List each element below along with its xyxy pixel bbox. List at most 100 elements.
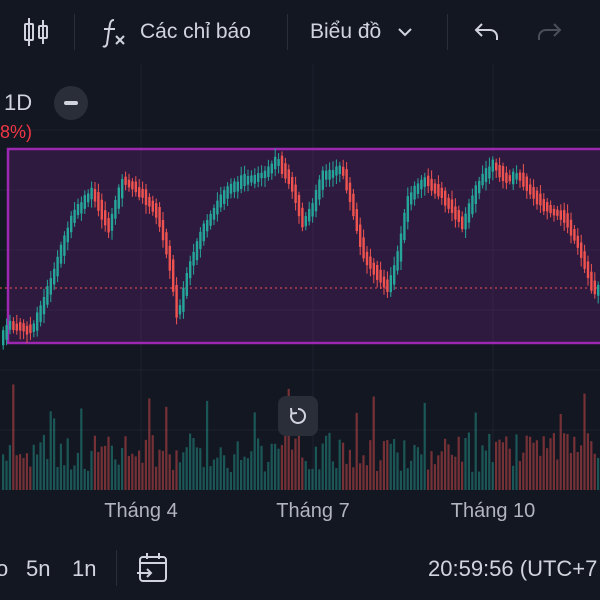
candle-body: [161, 220, 165, 241]
volume-bar: [420, 454, 423, 490]
volume-bar: [454, 456, 457, 490]
toolbar-divider: [447, 14, 448, 50]
price-chart[interactable]: [0, 64, 600, 536]
volume-bar: [80, 408, 83, 490]
volume-bar: [36, 454, 39, 490]
volume-bar: [335, 468, 338, 490]
volume-bar: [294, 438, 297, 490]
clock-timezone[interactable]: 20:59:56 (UTC+7: [428, 556, 598, 581]
volume-bar: [376, 471, 379, 490]
candle-body: [240, 175, 243, 189]
candle-body: [586, 261, 590, 279]
volume-bar: [474, 412, 477, 490]
candle-body: [104, 210, 107, 226]
redo-icon: [538, 23, 562, 40]
volume-bar: [158, 449, 161, 490]
candle-body: [195, 241, 199, 261]
candle-body: [236, 181, 239, 192]
volume-bar: [552, 433, 555, 490]
chart-type-dropdown[interactable]: Biểu đồ: [310, 0, 413, 64]
candle-body: [80, 202, 83, 214]
volume-bar: [73, 465, 76, 490]
indicators-label: Các chỉ báo: [140, 20, 251, 43]
go-to-date-icon[interactable]: [137, 551, 171, 585]
volume-bar: [314, 446, 317, 490]
candle-body: [270, 163, 273, 174]
volume-bar: [444, 438, 447, 490]
candle-body: [53, 268, 56, 285]
candle-body: [403, 212, 406, 241]
candle-body: [73, 209, 76, 223]
volume-bar: [202, 467, 205, 490]
volume-bar: [522, 452, 525, 490]
candle-body: [532, 187, 535, 199]
volume-bar: [583, 393, 586, 490]
volume-bar: [338, 439, 341, 490]
volume-bar: [155, 466, 158, 490]
candle-body: [107, 218, 110, 233]
volume-bar: [481, 445, 484, 490]
indicators-button[interactable]: Các chỉ báo: [100, 0, 251, 64]
candle-body: [165, 232, 168, 255]
volume-bar: [386, 440, 389, 490]
candlestick-icon[interactable]: [22, 0, 50, 64]
volume-bar: [495, 441, 498, 490]
volume-bar: [369, 440, 372, 490]
volume-bar: [488, 433, 491, 490]
reset-icon: [290, 407, 307, 424]
candle-body: [209, 213, 212, 226]
candle-body: [501, 166, 505, 182]
volume-bar: [165, 406, 168, 490]
volume-bar: [491, 462, 494, 490]
volume-bar: [63, 465, 66, 490]
candle-body: [219, 194, 222, 208]
volume-bar: [22, 457, 25, 490]
candle-body: [172, 259, 175, 292]
candle-body: [535, 190, 539, 205]
volume-bar: [498, 439, 501, 490]
volume-bar: [144, 439, 147, 490]
undo-button[interactable]: [472, 0, 500, 64]
candle-body: [19, 322, 22, 331]
candle-body: [243, 173, 246, 186]
range-5y-button[interactable]: 5n: [26, 556, 51, 581]
candle-body: [182, 287, 185, 312]
chart-pane[interactable]: [0, 64, 600, 536]
candle-body: [175, 284, 178, 318]
range-button-partial[interactable]: o: [0, 556, 9, 581]
candle-body: [15, 323, 18, 331]
volume-bar: [597, 457, 600, 490]
candle-body: [583, 251, 586, 269]
candle-body: [110, 213, 114, 231]
volume-bar: [525, 435, 528, 490]
volume-bar: [131, 453, 134, 490]
candle-body: [461, 216, 464, 230]
range-1y-button[interactable]: 1n: [72, 556, 97, 581]
reset-chart-button[interactable]: [278, 396, 318, 436]
volume-bar: [427, 469, 430, 490]
interval-label[interactable]: 1D: [4, 90, 33, 115]
collapse-legend-button[interactable]: [54, 86, 89, 120]
candle-body: [399, 233, 403, 262]
month-label: Tháng 4: [104, 500, 178, 522]
candle-body: [131, 181, 134, 190]
volume-bar: [29, 466, 32, 490]
candle-body: [430, 178, 433, 191]
candle-body: [546, 202, 549, 212]
candle-body: [420, 179, 423, 190]
volume-bar: [457, 436, 460, 490]
volume-bar: [318, 469, 321, 490]
volume-bar: [461, 461, 464, 490]
candle-body: [216, 200, 219, 215]
volume-bar: [529, 436, 532, 490]
candle-body: [525, 176, 528, 191]
candle-body: [148, 196, 151, 207]
volume-bar: [379, 460, 382, 490]
candle-body: [168, 245, 171, 271]
candle-body: [590, 271, 593, 291]
volume-bar: [593, 453, 596, 490]
redo-button[interactable]: [536, 0, 564, 64]
volume-bar: [199, 448, 202, 490]
volume-bar: [467, 432, 470, 490]
candle-body: [386, 279, 389, 292]
